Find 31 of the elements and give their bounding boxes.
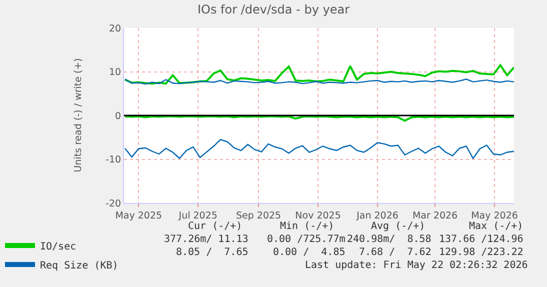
line-series <box>124 138 514 159</box>
x-tick-label: Sep 2025 <box>236 210 282 222</box>
text: 7.68 / 7.62 <box>359 247 432 258</box>
y-tick-label: -20 <box>106 198 122 210</box>
y-tick-label: 0 <box>115 110 122 122</box>
text: 8.05 / 7.65 <box>176 247 248 258</box>
chart-title: IOs for /dev/sda - by year <box>197 2 350 16</box>
x-tick-label: May 2026 <box>471 210 518 222</box>
text: Min (-/+) <box>280 221 334 232</box>
text: Last update: Fri May 22 02:26:32 2026 <box>305 260 528 271</box>
x-tick-label: Nov 2025 <box>295 210 341 222</box>
y-axis-title: Units read (-) / write (+) <box>73 58 84 172</box>
text: 0.00 /725.77m <box>267 234 346 245</box>
line-series <box>124 64 514 85</box>
text: Cur (-/+) <box>188 221 242 232</box>
text: 0.00 / 4.85 <box>273 247 346 258</box>
legend-label: Req Size (KB) <box>40 260 118 272</box>
text: 137.66 /124.96 <box>439 234 524 245</box>
x-tick-label: Jul 2025 <box>178 210 218 222</box>
text: 377.26m/ 11.13 <box>164 234 248 245</box>
text: Avg (-/+) <box>371 221 426 232</box>
x-tick-label: Jan 2026 <box>356 210 398 222</box>
text: Max (-/+) <box>469 221 524 232</box>
x-tick-label: Mar 2026 <box>412 210 458 222</box>
y-tick-label: -10 <box>106 154 122 166</box>
y-tick-label: 10 <box>109 67 122 78</box>
x-tick-label: May 2025 <box>115 210 162 222</box>
text: 129.98 /223.22 <box>439 247 524 258</box>
text: 240.98m/ 8.58 <box>347 234 432 245</box>
y-tick-label: 20 <box>109 23 122 34</box>
legend-label: IO/sec <box>40 241 76 252</box>
